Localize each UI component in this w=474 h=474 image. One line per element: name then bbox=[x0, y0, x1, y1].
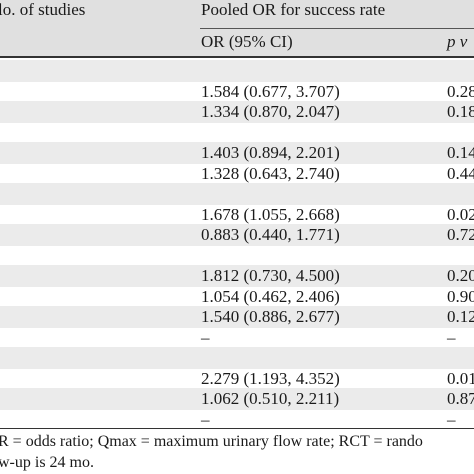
p-value-cell: 0.20 bbox=[447, 266, 474, 285]
p-value-cell: 0.44 bbox=[447, 163, 474, 183]
p-value-cell: 0.87 bbox=[447, 389, 474, 408]
footer-rule bbox=[0, 428, 474, 429]
or-ci-cell: 1.062 (0.510, 2.211) bbox=[201, 389, 340, 408]
or-ci-cell: 0.883 (0.440, 1.771) bbox=[201, 225, 340, 244]
footnote-line-1: R = odds ratio; Qmax = maximum urinary f… bbox=[0, 433, 423, 450]
table-row: 1.812 (0.730, 4.500) 0.20 bbox=[0, 265, 474, 287]
p-value-cell: 0.01 bbox=[447, 368, 474, 388]
header-p-value: p v bbox=[447, 32, 468, 51]
p-value-cell: 0.02 bbox=[447, 204, 474, 224]
p-value-cell: 0.28 bbox=[447, 81, 474, 101]
table-row: – – bbox=[0, 327, 474, 349]
table-row: – – bbox=[0, 409, 474, 431]
table-row bbox=[0, 347, 474, 369]
p-value-cell: 0.72 bbox=[447, 225, 474, 244]
p-value-cell: 0.18 bbox=[447, 102, 474, 121]
p-value-cell: – bbox=[447, 409, 456, 429]
or-ci-cell: 1.812 (0.730, 4.500) bbox=[201, 266, 340, 285]
table-row: 1.540 (0.886, 2.677) 0.12 bbox=[0, 306, 474, 328]
header-rule bbox=[0, 56, 474, 58]
or-ci-cell: 1.403 (0.894, 2.201) bbox=[201, 143, 340, 162]
footnote-line-2: w-up is 24 mo. bbox=[0, 454, 94, 471]
or-ci-cell: 1.678 (1.055, 2.668) bbox=[201, 204, 340, 224]
table-row: 1.334 (0.870, 2.047) 0.18 bbox=[0, 101, 474, 123]
or-ci-cell: 1.584 (0.677, 3.707) bbox=[201, 81, 340, 101]
or-ci-cell: 2.279 (1.193, 4.352) bbox=[201, 368, 340, 388]
or-ci-cell: 1.328 (0.643, 2.740) bbox=[201, 163, 340, 183]
table-row: 2.279 (1.193, 4.352) 0.01 bbox=[0, 368, 474, 390]
table-header: lo. of studies Pooled OR for success rat… bbox=[0, 0, 474, 56]
or-ci-cell: 1.054 (0.462, 2.406) bbox=[201, 286, 340, 306]
p-value-cell: 0.90 bbox=[447, 286, 474, 306]
table-row: 1.328 (0.643, 2.740) 0.44 bbox=[0, 163, 474, 185]
table-row bbox=[0, 245, 474, 267]
table-row: 0.883 (0.440, 1.771) 0.72 bbox=[0, 224, 474, 246]
header-pooled-or: Pooled OR for success rate bbox=[201, 0, 386, 19]
table-row: 1.062 (0.510, 2.211) 0.87 bbox=[0, 388, 474, 410]
table-row bbox=[0, 122, 474, 144]
header-or-ci: OR (95% CI) bbox=[201, 32, 293, 51]
p-value-cell: – bbox=[447, 327, 456, 347]
table-row: 1.054 (0.462, 2.406) 0.90 bbox=[0, 286, 474, 308]
header-studies: lo. of studies bbox=[0, 0, 86, 19]
table-row bbox=[0, 60, 474, 82]
table-row bbox=[0, 183, 474, 205]
table-row: 1.403 (0.894, 2.201) 0.14 bbox=[0, 142, 474, 164]
table-row: 1.678 (1.055, 2.668) 0.02 bbox=[0, 204, 474, 226]
or-ci-cell: 1.540 (0.886, 2.677) bbox=[201, 307, 340, 326]
header-divider bbox=[200, 28, 474, 29]
p-value-cell: 0.12 bbox=[447, 307, 474, 326]
table-row: 1.584 (0.677, 3.707) 0.28 bbox=[0, 81, 474, 103]
or-ci-cell: 1.334 (0.870, 2.047) bbox=[201, 102, 340, 121]
or-ci-cell: – bbox=[201, 327, 210, 347]
p-value-cell: 0.14 bbox=[447, 143, 474, 162]
or-ci-cell: – bbox=[201, 409, 210, 429]
